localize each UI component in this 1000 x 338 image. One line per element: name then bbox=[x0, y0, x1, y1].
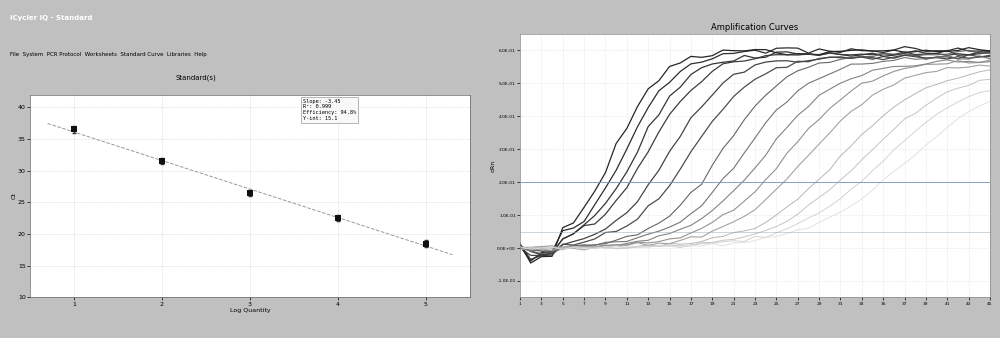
Y-axis label: dRn: dRn bbox=[491, 160, 496, 172]
Text: Standard(s): Standard(s) bbox=[175, 74, 216, 81]
X-axis label: Log Quantity: Log Quantity bbox=[230, 308, 270, 313]
Text: Slope: -3.45
R²: 0.999
Efficiency: 94.8%
Y-int: 15.1: Slope: -3.45 R²: 0.999 Efficiency: 94.8%… bbox=[303, 99, 356, 121]
Title: Amplification Curves: Amplification Curves bbox=[711, 23, 799, 32]
Text: File  System  PCR Protocol  Worksheets  Standard Curve  Libraries  Help: File System PCR Protocol Worksheets Stan… bbox=[10, 52, 207, 56]
Y-axis label: Ct: Ct bbox=[12, 193, 17, 199]
Text: iCycler iQ - Standard: iCycler iQ - Standard bbox=[10, 15, 92, 21]
